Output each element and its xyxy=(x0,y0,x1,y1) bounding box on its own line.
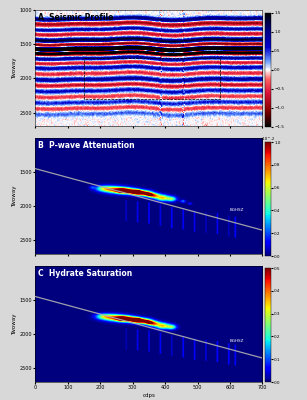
Text: B  P-wave Attenuation: B P-wave Attenuation xyxy=(37,141,134,150)
Text: BGHSZ: BGHSZ xyxy=(230,208,244,212)
Text: A  Seismic Profile: A Seismic Profile xyxy=(37,14,113,22)
X-axis label: cdps: cdps xyxy=(142,393,155,398)
Bar xyxy=(84,58,220,99)
Text: BGHSZ: BGHSZ xyxy=(230,339,244,343)
Title: x10^-2: x10^-2 xyxy=(261,137,275,141)
Y-axis label: Twoway: Twoway xyxy=(12,185,17,207)
Text: C  Hydrate Saturation: C Hydrate Saturation xyxy=(37,269,132,278)
Y-axis label: Twoway: Twoway xyxy=(12,57,17,79)
Y-axis label: Twoway: Twoway xyxy=(12,313,17,335)
